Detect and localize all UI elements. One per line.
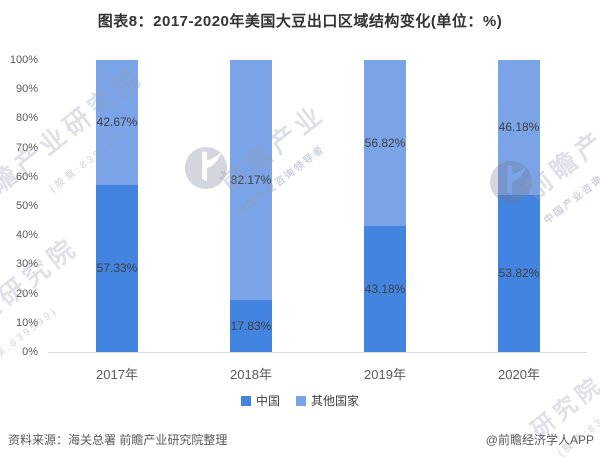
bar-segment-china: 53.82% (498, 194, 540, 352)
chart-title: 图表8：2017-2020年美国大豆出口区域结构变化(单位：%) (97, 13, 503, 30)
legend-label: 其他国家 (311, 394, 360, 408)
bar-value-label: 17.83% (230, 318, 272, 333)
credit-text: @前瞻经济学人APP (485, 433, 594, 447)
bar-segment-china: 43.18% (364, 225, 406, 352)
bar-segment-others: 82.17% (230, 60, 272, 300)
legend-item: 其他国家 (296, 392, 359, 409)
y-axis-tick-label: 100% (9, 54, 38, 66)
source-text: 资料来源：海关总署 前瞻产业研究院整理 (8, 433, 228, 447)
y-axis-tick-label: 20% (15, 287, 38, 300)
y-axis-tick-label: 60% (15, 170, 38, 183)
bar-segment-others: 56.82% (364, 60, 406, 226)
y-axis-tick-label: 50% (15, 200, 38, 212)
legend-swatch (296, 395, 306, 406)
bar-segment-china: 17.83% (230, 299, 272, 352)
footer: 资料来源：海关总署 前瞻产业研究院整理 @前瞻经济学人APP (8, 431, 594, 448)
bar-value-label: 82.17% (230, 172, 272, 187)
legend-item: 中国 (240, 392, 280, 409)
bar-value-label: 42.67% (96, 115, 138, 130)
x-axis-line (48, 352, 587, 353)
bar-value-label: 56.82% (364, 135, 406, 150)
y-axis-tick-label: 30% (15, 258, 38, 271)
legend: 中国 其他国家 (0, 392, 600, 409)
y-axis-tick-label: 40% (15, 229, 38, 242)
x-axis-label: 2019年 (364, 367, 406, 382)
bar-value-label: 57.33% (96, 261, 138, 276)
bar-segment-others: 46.18% (498, 60, 540, 195)
y-axis-tick-label: 0% (22, 346, 38, 358)
y-axis-tick-label: 90% (15, 83, 38, 96)
bar-segment-others: 42.67% (96, 60, 138, 185)
y-axis-tick-label: 10% (15, 316, 38, 329)
x-axis-label: 2018年 (230, 367, 272, 382)
bar-segment-china: 57.33% (96, 184, 138, 352)
bar-value-label: 53.82% (498, 266, 540, 281)
bar-value-label: 43.18% (364, 281, 406, 296)
legend-swatch (240, 395, 251, 406)
legend-label: 中国 (255, 394, 280, 408)
bar-value-label: 46.18% (498, 120, 540, 135)
y-axis-tick-label: 80% (15, 112, 38, 125)
x-axis-label: 2020年 (498, 367, 540, 382)
x-axis-label: 2017年 (96, 367, 138, 382)
y-axis-tick-label: 70% (15, 141, 38, 154)
